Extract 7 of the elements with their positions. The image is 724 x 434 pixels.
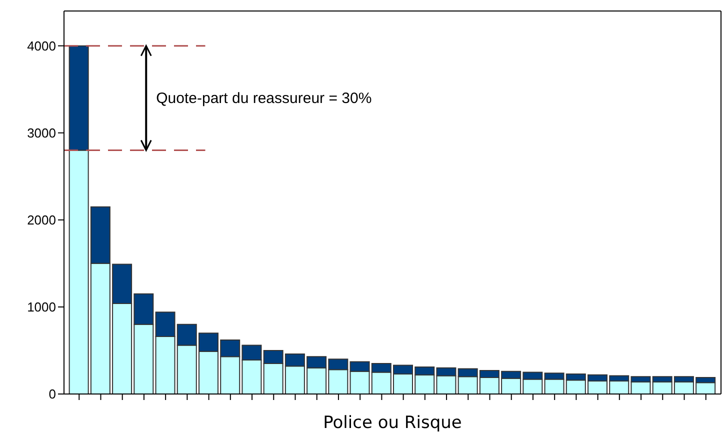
y-tick-label: 2000: [27, 212, 56, 228]
y-tick-label: 3000: [27, 125, 56, 140]
y-tick-label: 0: [48, 386, 56, 402]
x-axis-title: Police ou Risque: [323, 413, 462, 433]
annotation: Quote-part du reassureur = 30%: [156, 90, 372, 108]
y-tick-label: 1000: [27, 300, 56, 315]
y-tick-label: 4000: [27, 38, 56, 54]
